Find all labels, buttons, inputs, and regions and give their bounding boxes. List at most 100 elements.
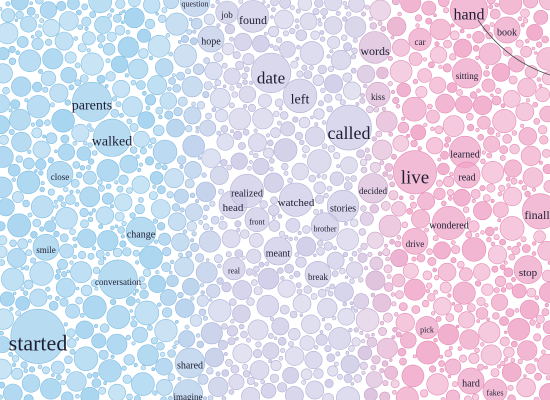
word-bubble [290,60,299,69]
word-label: front [249,218,265,227]
word-label: left [291,93,310,108]
word-bubble [304,350,323,369]
word-bubble [299,41,325,66]
word-bubble [156,222,166,231]
word-bubble [336,164,341,169]
word-bubble [502,134,513,144]
word-bubble [134,288,139,293]
word-bubble [369,22,377,30]
word-bubble [115,0,126,9]
word-bubble [209,298,213,302]
word-bubble [202,214,208,220]
word-bubble [326,353,336,363]
word-bubble [520,236,527,243]
word-bubble [40,181,45,186]
word-bubble [90,279,99,288]
word-bubble [295,56,300,61]
word-bubble [365,154,372,161]
word-bubble [137,111,155,129]
word-bubble [223,67,241,85]
word-bubble [324,345,332,353]
word-bubble [72,236,77,242]
word-bubble [115,101,122,108]
word-bubble [284,263,294,274]
word-bubble [494,227,499,231]
word-bubble [371,136,377,142]
word-bubble [204,61,223,80]
word-bubble [207,395,214,400]
word-bubble [177,40,182,44]
word-bubble [457,346,463,351]
word-bubble [138,48,149,59]
word-bubble [480,344,502,366]
word-bubble [135,154,140,159]
word-bubble [79,207,89,218]
word-bubble [390,35,395,40]
word-bubble [310,30,320,40]
word-bubble [195,253,205,263]
word-bubble [514,308,520,313]
word-bubble [510,357,516,363]
word-bubble [0,358,12,380]
word-bubble [278,355,284,361]
word-bubble [342,301,348,307]
word-bubble [417,68,432,83]
word-bubble [435,179,443,187]
word-bubble [282,30,289,37]
word-bubble [532,187,536,192]
word-bubble [110,108,120,118]
word-bubble [342,251,349,258]
word-bubble [345,350,350,355]
word-bubble [503,159,522,178]
word-bubble [396,82,411,98]
word-bubble [317,288,327,298]
word-bubble [492,201,509,218]
word-bubble [242,53,255,66]
word-bubble [445,313,455,322]
word-bubble [283,170,289,176]
word-bubble [200,283,205,288]
word-bubble [415,340,440,365]
word-bubble [203,396,208,400]
word-bubble [472,44,480,52]
word-bubble [131,341,136,346]
word-bubble [369,204,379,214]
word-bubble [471,198,476,203]
word-bubble [367,252,373,258]
word-bubble [231,91,238,98]
word-bubble [278,182,314,217]
word-bubble [426,137,444,155]
word-bubble [159,288,177,306]
word-bubble [170,259,175,265]
word-label: stop [519,267,538,279]
word-bubble [443,176,455,188]
word-bubble [154,239,159,244]
word-bubble [46,161,74,188]
word-bubble [49,102,55,108]
word-bubble [531,251,537,256]
word-bubble [98,386,107,395]
word-bubble [96,74,106,84]
word-bubble [167,373,176,382]
word-bubble [294,131,304,141]
word-bubble [541,308,550,316]
word-bubble [17,238,29,250]
word-bubble [215,0,239,24]
word-bubble [310,212,340,241]
word-bubble [34,30,43,38]
word-bubble [456,324,460,329]
word-bubble [282,78,318,114]
word-bubble [189,37,198,46]
word-bubble [391,201,407,217]
word-bubble [93,323,99,329]
word-bubble [9,108,31,131]
word-label: book [497,28,517,39]
word-bubble [253,265,260,273]
word-bubble [114,224,119,229]
word-bubble [79,165,86,171]
word-bubble [42,48,64,70]
word-bubble [366,336,378,348]
word-bubble [518,127,537,146]
word-bubble [508,55,526,73]
word-bubble [466,217,471,222]
